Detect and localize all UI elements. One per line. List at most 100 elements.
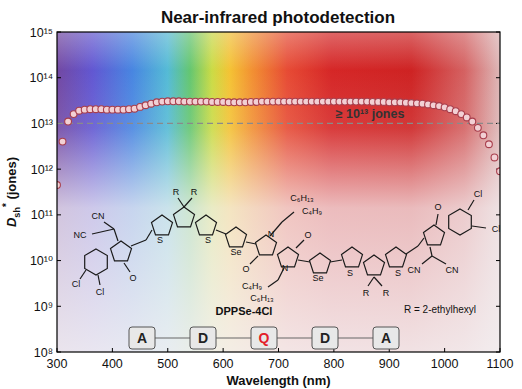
ring [342,247,363,267]
x-tick-label: 1100 [487,357,514,371]
bond [131,240,146,246]
plot-fade [57,32,500,352]
schematic-label: A [381,330,391,346]
x-tick-label: 900 [379,357,400,371]
data-group [57,98,500,189]
atom-label: Se [230,247,241,257]
molecule-name: DPPSe-4Cl [216,305,273,317]
bond [406,246,418,254]
bond [298,260,310,262]
x-axis-title: Wavelength (nm) [226,373,330,388]
x-tick-label: 500 [157,357,178,371]
schematic-block [373,327,399,349]
ring [226,227,247,247]
ring [310,253,331,273]
bond [330,260,342,262]
bond [418,238,424,246]
atom-label: C₄H₉ [302,206,323,216]
bond [374,277,382,286]
ring [196,215,217,235]
x-tick-label: 300 [47,357,68,371]
y-tick-label: 10¹¹ [31,208,53,222]
atom-label: NC [74,230,87,240]
bond [246,242,256,244]
y-tick-label: 10¹⁴ [30,71,53,85]
y-tick-label: 10¹² [31,163,53,177]
schematic-block [190,327,216,349]
title: Near-infrared photodetection [161,8,395,27]
bond [472,226,486,228]
atom-label: O [304,230,311,240]
reference-label: ≥ 10¹³ jones [336,107,405,121]
ring [449,209,472,235]
schematic-label: D [198,330,208,346]
atom-label: S [157,235,163,245]
atom-label: O [129,273,136,283]
atom-label: N [268,229,275,239]
bond [92,229,114,234]
ring [152,215,173,235]
atom-label: Cl [474,189,483,199]
atom-label: C₆H₁₃ [250,293,274,303]
reference-line [57,123,500,124]
atom-label: CN [92,211,105,221]
atom-label: Se [312,273,323,283]
bond [184,198,192,207]
schematic-label: A [137,330,147,346]
y-axis-title: Dsh* (jones) [1,157,22,227]
atom-label: O [434,202,441,212]
bond [422,256,432,264]
plot-frame [57,32,500,352]
bond [268,280,278,287]
bond [104,222,114,229]
ring [386,247,407,267]
schematic-block [312,327,338,349]
bond [124,263,130,272]
bond [98,275,100,285]
y-tick-label: 10⁹ [34,300,53,314]
substituent-note: R = 2-ethylhexyl [404,304,476,315]
bond [80,270,86,279]
bond [468,200,474,210]
molecule: ClClCNNCORRSSSeNNOOC₆H₁₃C₄H₉C₄H₉C₆H₁₃SeS… [72,187,501,303]
bond [146,230,152,240]
data-point [480,132,487,139]
bond [368,277,374,286]
ring [364,255,385,275]
data-point [469,118,476,125]
atom-label: C₄H₉ [242,281,263,291]
bond [114,229,118,241]
x-tick-label: 1000 [431,357,459,371]
x-tick-label: 800 [323,357,344,371]
atom-label: S [395,268,401,278]
atom-label: CN [446,265,459,275]
bond [216,230,226,234]
bond [250,256,258,264]
atom-label: C₆H₁₃ [290,193,314,203]
atom-label: R [383,288,390,298]
schematic-label: D [320,330,330,346]
data-point [491,154,498,161]
x-tick-label: 700 [268,357,289,371]
schematic-label: Q [259,330,270,346]
bond [432,256,446,264]
bond [282,212,294,222]
y-tick-label: 10¹³ [31,117,53,131]
y-tick-label: 10¹⁵ [30,26,53,40]
atom-label: S [205,235,211,245]
y-title-unit: (jones) [4,157,19,203]
plot-background [57,32,500,352]
bond [178,198,184,207]
atom-label: R [363,288,370,298]
atom-label: S [347,268,353,278]
x-tick-label: 600 [213,357,234,371]
data-point [65,118,72,125]
ring [424,225,445,245]
atom-label: R [173,187,180,197]
atom-label: O [242,264,249,274]
data-point [474,124,481,131]
y-title-sub: sh [12,207,22,218]
atom-label: CN [408,265,421,275]
atom-label: Cl [72,279,81,289]
bond [430,247,432,256]
